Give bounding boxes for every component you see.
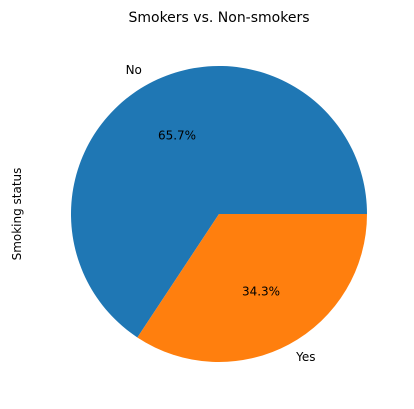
slice-label-no: No [126,63,142,77]
slice-percent-yes: 34.3% [242,285,280,299]
pie-slices [71,65,367,362]
slice-percent-no: 65.7% [158,128,196,142]
pie-slice-no [71,65,367,338]
slice-label-yes: Yes [295,350,315,364]
pie-labels: No 65.7% Yes 34.3% [126,63,316,364]
y-axis-label: Smoking status [10,168,24,261]
chart-title: Smokers vs. Non-smokers [128,10,309,26]
pie-slice-yes [137,214,367,362]
